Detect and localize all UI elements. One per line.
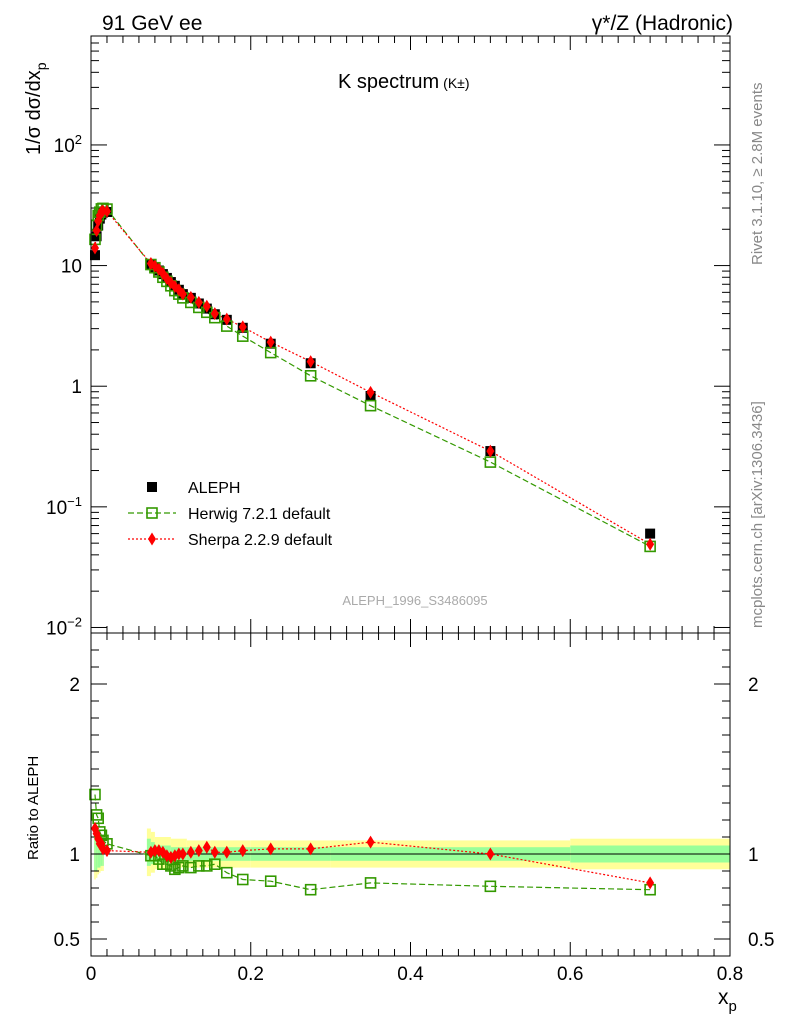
y-tick-label: 10−2	[46, 614, 82, 639]
ratio-point-sherpa	[210, 845, 219, 859]
x-tick-label: 0.2	[238, 964, 264, 985]
ratio-point-herwig	[89, 788, 101, 801]
ratio-point-sherpa	[102, 844, 111, 858]
ratio-point-sherpa	[486, 847, 495, 861]
ratio-frame	[90, 632, 731, 957]
ratio-y-tick-label-right: 2	[748, 675, 759, 696]
legend-marker	[146, 507, 158, 519]
legend-label: Herwig 7.2.1 default	[188, 506, 331, 523]
ratio-point-sherpa	[178, 847, 187, 861]
ratio-point-sherpa	[222, 845, 231, 859]
ratio-point-herwig	[364, 877, 377, 889]
data-point-sherpa	[238, 320, 247, 334]
main-axes: 10−2 10−1 1 10 102	[46, 35, 731, 639]
ratio-point-sherpa	[194, 844, 203, 858]
data-point-herwig	[484, 456, 497, 468]
data-point-sherpa	[90, 241, 99, 255]
chart-title: K spectrum (K±)	[338, 71, 470, 93]
ratio-y-tick-label-left: 1	[69, 845, 80, 866]
data-point-sherpa	[222, 312, 231, 326]
ratio-series-points	[89, 788, 656, 896]
data-point-sherpa	[186, 290, 195, 304]
main-series-lines	[94, 207, 651, 547]
y-tick-label: 10−1	[46, 494, 82, 519]
ratio-y-tick-label-right: 1	[748, 845, 759, 866]
ratio-point-herwig	[201, 860, 213, 872]
ratio-point-sherpa	[238, 844, 247, 858]
ratio-point-herwig	[304, 883, 317, 896]
ratio-point-herwig	[173, 861, 185, 874]
y-axis-label-ratio: Ratio to ALEPH	[25, 756, 42, 860]
ratio-point-sherpa	[306, 842, 315, 856]
y-tick-label: 10	[61, 257, 82, 278]
x-tick-label: 0	[86, 964, 97, 985]
y-tick-label: 1	[71, 377, 82, 398]
data-point-aleph	[645, 528, 656, 539]
data-point-sherpa	[646, 537, 655, 551]
ratio-point-sherpa	[186, 845, 195, 859]
data-point-aleph	[89, 250, 100, 261]
ratio-point-herwig	[92, 812, 104, 825]
ratio-point-herwig	[264, 875, 277, 888]
legend-label: Sherpa 2.2.9 default	[188, 532, 333, 549]
data-point-sherpa	[194, 295, 203, 309]
data-point-sherpa	[178, 287, 187, 301]
data-point-sherpa	[366, 385, 375, 399]
data-point-sherpa	[266, 335, 275, 349]
ratio-band-inner	[97, 838, 99, 868]
side-label-bottom: mcplots.cern.ch [arXiv:1306.3436]	[749, 401, 766, 628]
legend: ALEPH Herwig 7.2.1 default Sherpa 2.2.9 de…	[128, 480, 333, 549]
ratio-point-herwig	[193, 860, 205, 872]
x-tick-label: 0.4	[397, 964, 424, 985]
ratio-point-sherpa	[266, 842, 275, 856]
analysis-tag: ALEPH_1996_S3486095	[342, 593, 487, 608]
legend-label: ALEPH	[188, 480, 240, 497]
ratio-y-tick-label-left: 2	[69, 675, 80, 696]
y-axis-label-main-text: 1/σ dσ/dxp	[23, 62, 49, 155]
ratio-point-herwig	[484, 880, 497, 893]
ratio-point-herwig	[220, 866, 233, 879]
main-series-points	[89, 202, 656, 553]
header-left: 91 GeV ee	[102, 12, 202, 35]
ratio-point-herwig	[177, 860, 189, 872]
ratio-line-1	[94, 794, 651, 891]
data-point-sherpa	[202, 299, 211, 313]
data-point-sherpa	[486, 444, 495, 458]
ratio-y-tick-label-left: 0.5	[54, 930, 80, 951]
data-point-sherpa	[92, 224, 101, 238]
y-axis-label-main: 1/σ dσ/dxp	[23, 62, 49, 155]
side-label-top: Rivet 3.1.10, ≥ 2.8M events	[749, 83, 766, 266]
ratio-point-sherpa	[366, 835, 375, 849]
ratio-y-tick-label-right: 0.5	[748, 930, 774, 951]
x-tick-label: 0.8	[717, 964, 743, 985]
ratio-axes: 0 0.2 0.4 0.6 0.80.5 0.51 12 2	[54, 632, 774, 985]
legend-marker	[148, 532, 156, 546]
x-tick-label: 0.6	[557, 964, 583, 985]
data-point-sherpa	[102, 204, 111, 218]
data-point-sherpa	[306, 355, 315, 369]
y-tick-label: 102	[54, 132, 82, 157]
header-right: γ*/Z (Hadronic)	[592, 12, 733, 35]
legend-marker	[147, 482, 157, 492]
ratio-point-sherpa	[202, 840, 211, 854]
ratio-point-sherpa	[646, 876, 655, 890]
ratio-point-herwig	[209, 858, 221, 871]
ratio-point-herwig	[236, 873, 249, 886]
data-point-herwig	[304, 369, 317, 382]
x-axis-label: xp	[718, 986, 737, 1015]
ratio-point-herwig	[169, 863, 181, 876]
main-frame	[90, 35, 731, 634]
ratio-point-herwig	[185, 861, 197, 874]
ratio-point-herwig	[90, 809, 103, 821]
data-point-herwig	[364, 399, 377, 412]
data-point-sherpa	[210, 307, 219, 321]
series-line-2	[94, 210, 651, 545]
